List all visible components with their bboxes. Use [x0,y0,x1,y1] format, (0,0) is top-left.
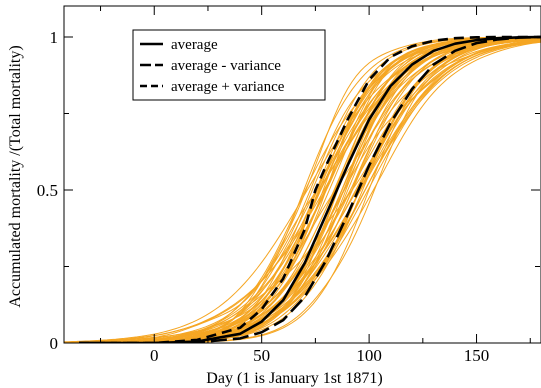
series-lines [79,35,541,343]
y-axis-label: Accumulated mortality /(Total mortality) [7,45,24,307]
x-tick-label: 150 [464,346,490,365]
legend: average average - variance average + varia… [132,29,326,101]
series-line-3 [79,35,541,343]
series-line-2 [79,35,541,343]
y-tick-label: 0.5 [37,181,58,200]
x-axis-label: Day (1 is January 1st 1871) [206,370,382,387]
y-tick-label: 0 [50,334,59,353]
x-tick-label: 0 [150,346,159,365]
y-axis: 00.51 [37,28,540,353]
x-tick-label: 50 [253,346,270,365]
legend-box [132,29,326,101]
x-tick-label: 100 [356,346,382,365]
ensemble-curve [64,36,541,343]
y-tick-label: 1 [50,28,59,47]
legend-label: average [171,37,218,53]
series-line-1 [79,35,541,343]
legend-label: average + variance [171,79,285,95]
plot-frame [63,5,541,344]
x-axis: 0 50 100 150 [100,6,531,365]
legend-label: average - variance [171,58,281,74]
